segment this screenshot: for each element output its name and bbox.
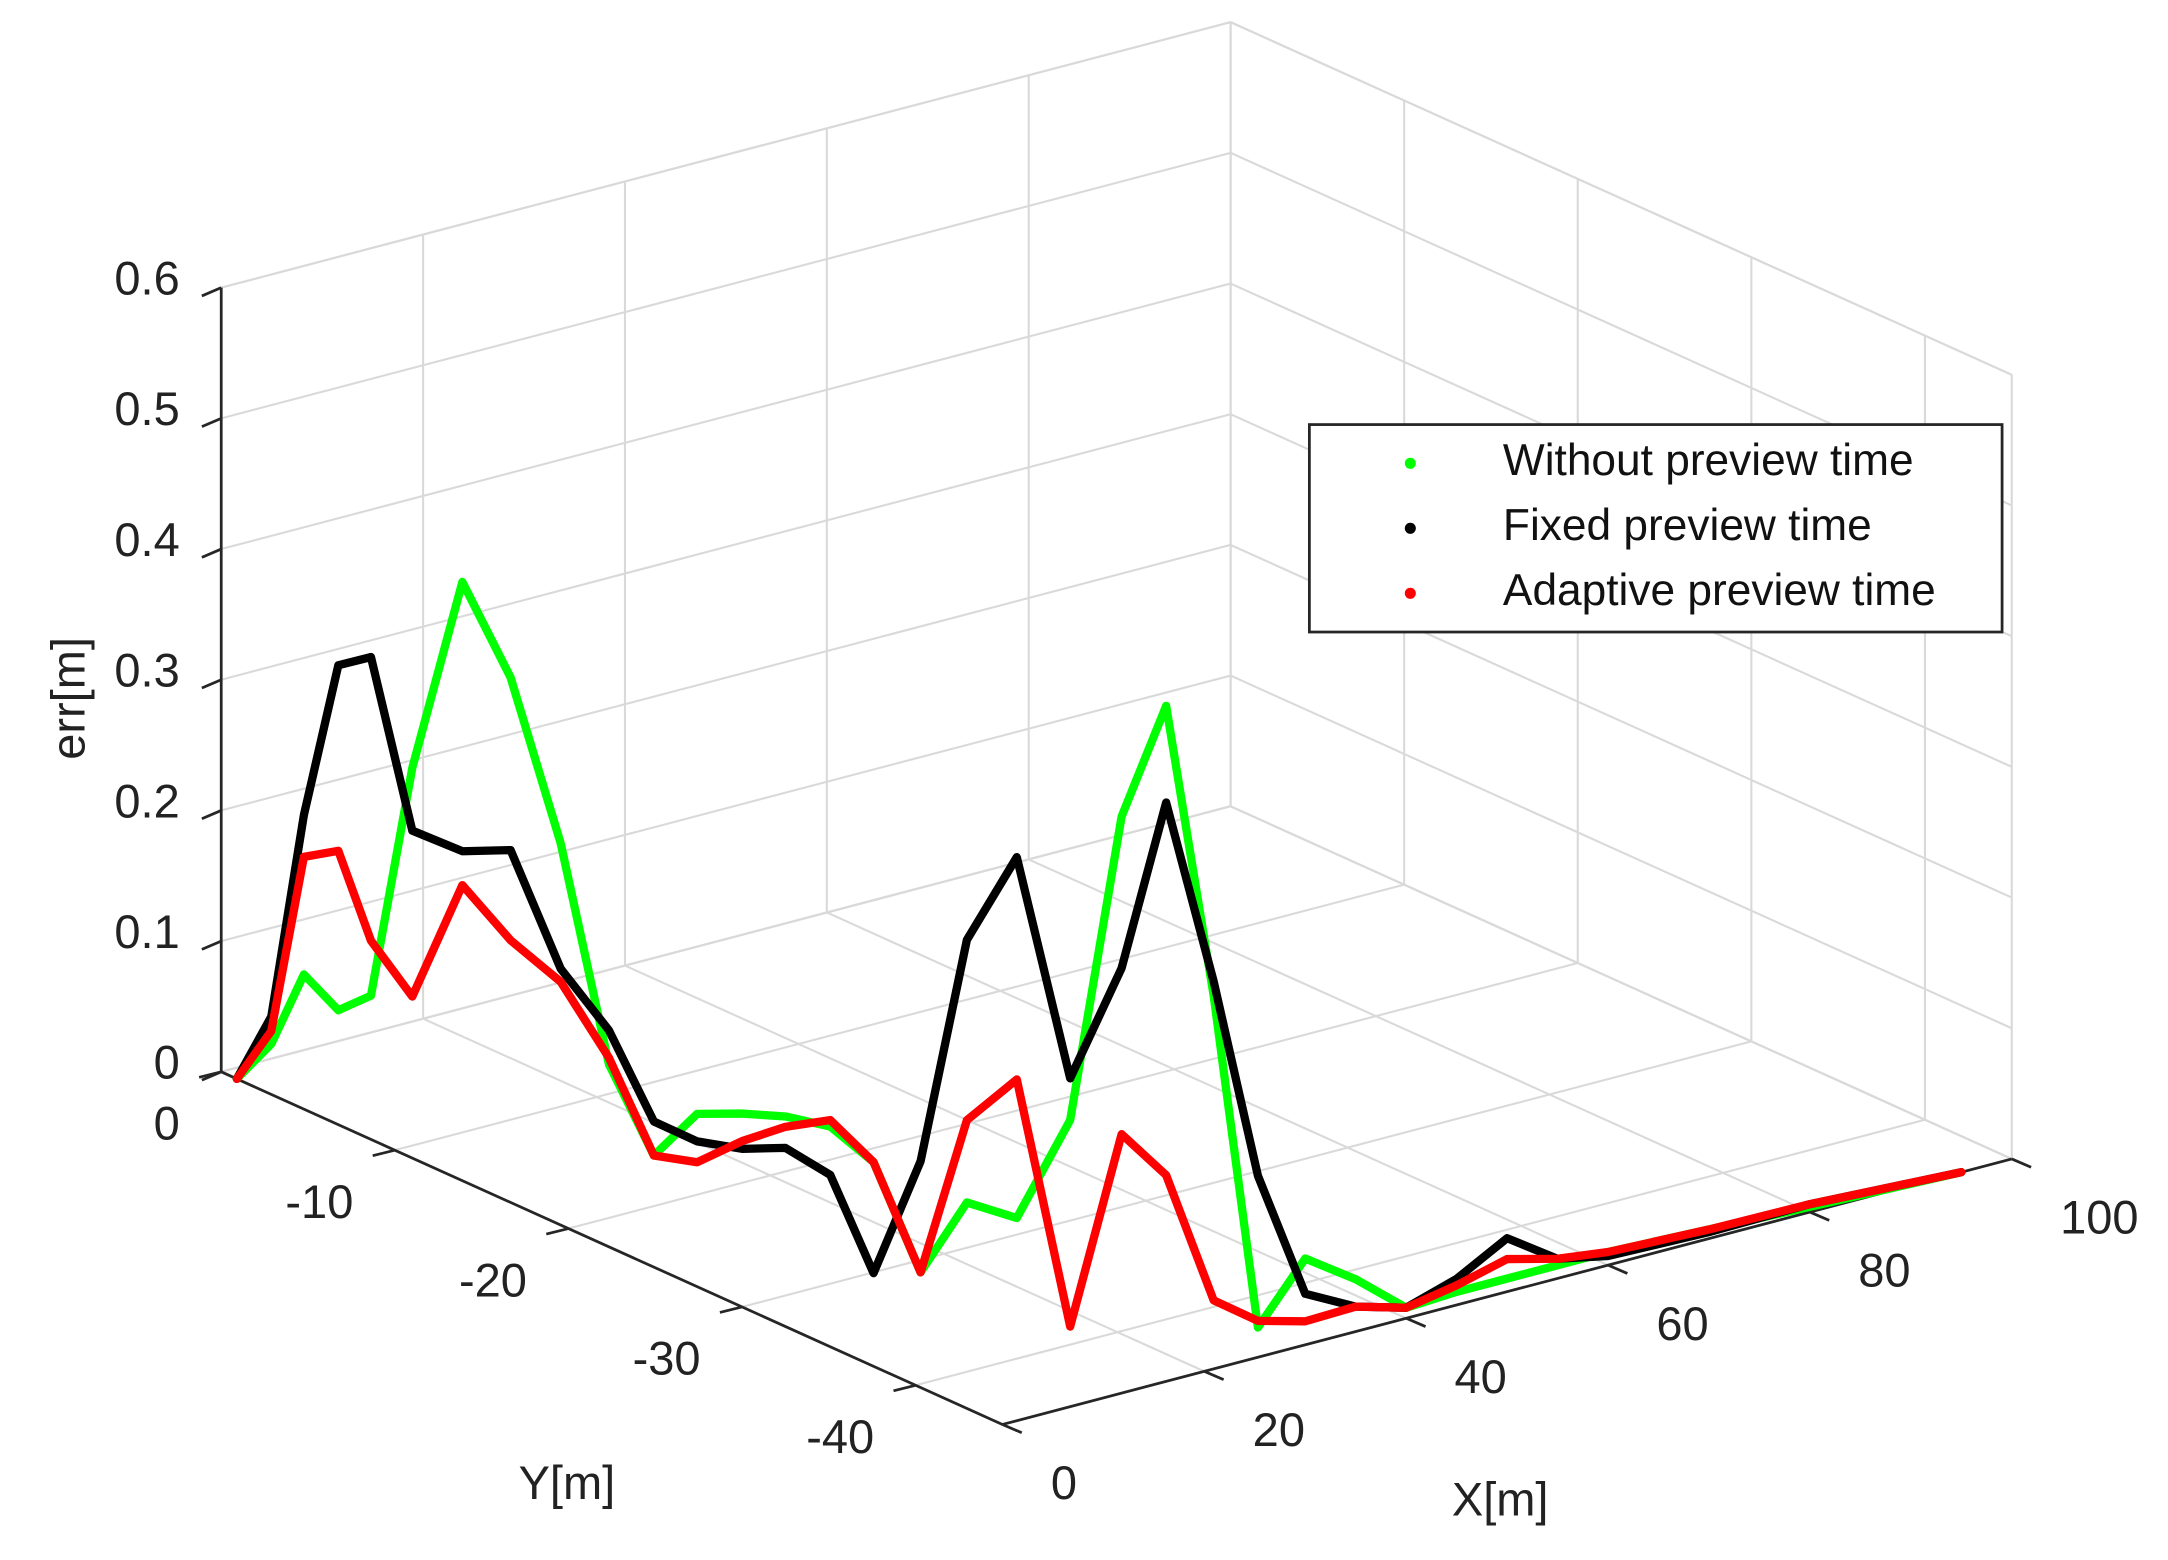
x-tick-label: 40 [1455, 1350, 1507, 1403]
x-tick [1607, 1263, 1628, 1275]
legend-box [1307, 423, 2004, 634]
grid-line [220, 151, 1231, 420]
axes: 0 0.1 0.2 0.3 0.4 0.5 0.6 0 -10 -20 -30 -40 0 20 40 60 8… [114, 252, 2138, 1510]
grid-line [220, 805, 1231, 1073]
grid-line [220, 282, 1231, 551]
grid-line [1230, 674, 2013, 1030]
y-tick-label: -40 [806, 1410, 874, 1463]
y-tick [372, 1148, 396, 1158]
series-line [232, 652, 1966, 1312]
y-tick [198, 1070, 222, 1079]
legend-marker [1404, 587, 1416, 599]
grid [220, 21, 2013, 1426]
series-line [232, 577, 1966, 1332]
x-axis-label: X[m] [1452, 1473, 1549, 1526]
z-tick-label: 0.3 [114, 644, 179, 697]
grid-line [1028, 858, 1811, 1213]
grid-line [220, 21, 1231, 289]
y-tick-label: 0 [154, 1097, 180, 1150]
series-line [232, 846, 1966, 1331]
z-tick [201, 809, 222, 820]
x-tick [1203, 1370, 1225, 1381]
x-tick-label: 0 [1051, 1456, 1077, 1509]
z-tick [201, 547, 222, 559]
x-tick-label: 60 [1656, 1297, 1708, 1350]
x-tick-label: 100 [2060, 1191, 2138, 1244]
y-axis-label: Y[m] [519, 1456, 616, 1509]
z-tick-label: 0.1 [114, 905, 179, 958]
grid-line [394, 883, 1405, 1152]
grid-line [220, 543, 1231, 812]
x-tick [1405, 1316, 1427, 1328]
z-tick [201, 286, 222, 298]
x-tick [1809, 1210, 1830, 1222]
legend-marker [1404, 457, 1416, 469]
grid-line [741, 1040, 1752, 1308]
y-axis [220, 1070, 1003, 1426]
z-tick-label: 0.2 [114, 774, 179, 827]
legend-label: Without preview time [1503, 436, 1914, 485]
x-tick-label: 20 [1253, 1403, 1305, 1456]
x-tick [1001, 1423, 1023, 1435]
legend: Without preview time Fixed preview time Ad… [1307, 423, 2004, 634]
z-tick [201, 417, 222, 428]
grid-line [826, 911, 1609, 1267]
grid-line [624, 964, 1407, 1320]
y-tick [719, 1305, 743, 1314]
z-axis-label: err[m] [41, 637, 94, 760]
z-tick [201, 939, 222, 951]
grid-line [220, 674, 1231, 943]
y-tick-label: -20 [459, 1253, 527, 1306]
y-tick [545, 1227, 569, 1236]
z-tick-label: 0.6 [114, 252, 179, 305]
legend-label: Fixed preview time [1503, 501, 1872, 550]
y-tick-label: -30 [633, 1332, 701, 1385]
grid-line [220, 413, 1231, 681]
z-tick-label: 0 [154, 1036, 180, 1089]
y-tick-label: -10 [285, 1175, 353, 1228]
grid-line [422, 1017, 1205, 1373]
x-tick [2011, 1157, 2032, 1169]
z-tick-label: 0.5 [114, 382, 179, 435]
x-tick-label: 80 [1858, 1244, 1910, 1297]
grid-line [1230, 21, 2013, 376]
y-tick [893, 1383, 916, 1393]
z-tick [201, 678, 222, 690]
legend-marker [1404, 522, 1416, 534]
z-tick-label: 0.4 [114, 513, 179, 566]
lines [232, 577, 1966, 1332]
legend-label: Adaptive preview time [1503, 566, 1936, 615]
grid-line [915, 1118, 1926, 1387]
grid-line [1230, 805, 2013, 1160]
